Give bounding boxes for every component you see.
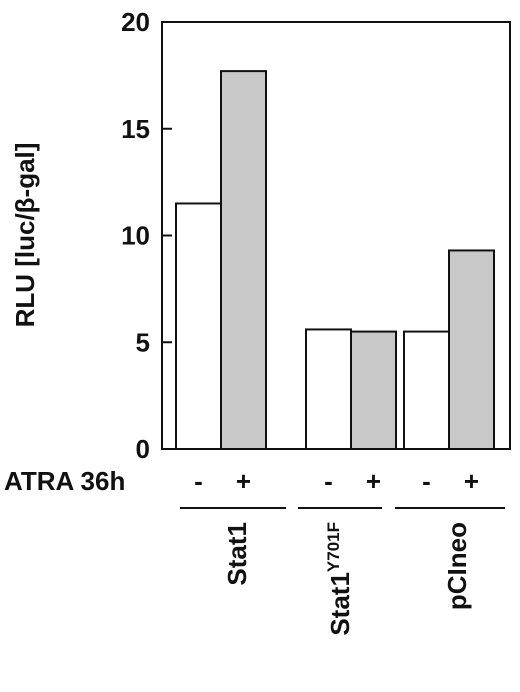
y-tick-label: 15 — [121, 114, 150, 144]
bar-plus-3 — [448, 249, 495, 450]
bar-plus-2 — [350, 330, 397, 451]
bar-minus-3 — [403, 330, 450, 451]
y-tick-label: 0 — [136, 434, 150, 464]
treatment-mark: + — [236, 466, 251, 496]
y-tick-label: 20 — [121, 7, 150, 37]
y-tick-label: 10 — [121, 221, 150, 251]
bar-minus-2 — [305, 328, 352, 450]
treatment-mark: + — [464, 466, 479, 496]
group-labels: Stat1 Stat1Y701F pCIneo — [222, 522, 472, 636]
bars — [175, 70, 495, 451]
y-axis-ticks: 0 5 10 15 20 — [121, 7, 172, 464]
treatment-mark: - — [194, 466, 203, 496]
treatment-label: ATRA 36h — [4, 466, 125, 496]
bar-minus-1 — [175, 202, 222, 450]
group-label-3: pCIneo — [442, 522, 472, 610]
y-axis-title: RLU [luc/β-gal] — [10, 143, 40, 328]
group-label-1: Stat1 — [222, 522, 252, 586]
treatment-mark: + — [366, 466, 381, 496]
treatment-mark: - — [422, 466, 431, 496]
treatment-marks: - + - + - + — [194, 466, 479, 496]
treatment-mark: - — [324, 466, 333, 496]
y-tick-label: 5 — [136, 327, 150, 357]
group-label-2: Stat1Y701F — [324, 522, 355, 636]
bar-plus-1 — [220, 70, 267, 450]
